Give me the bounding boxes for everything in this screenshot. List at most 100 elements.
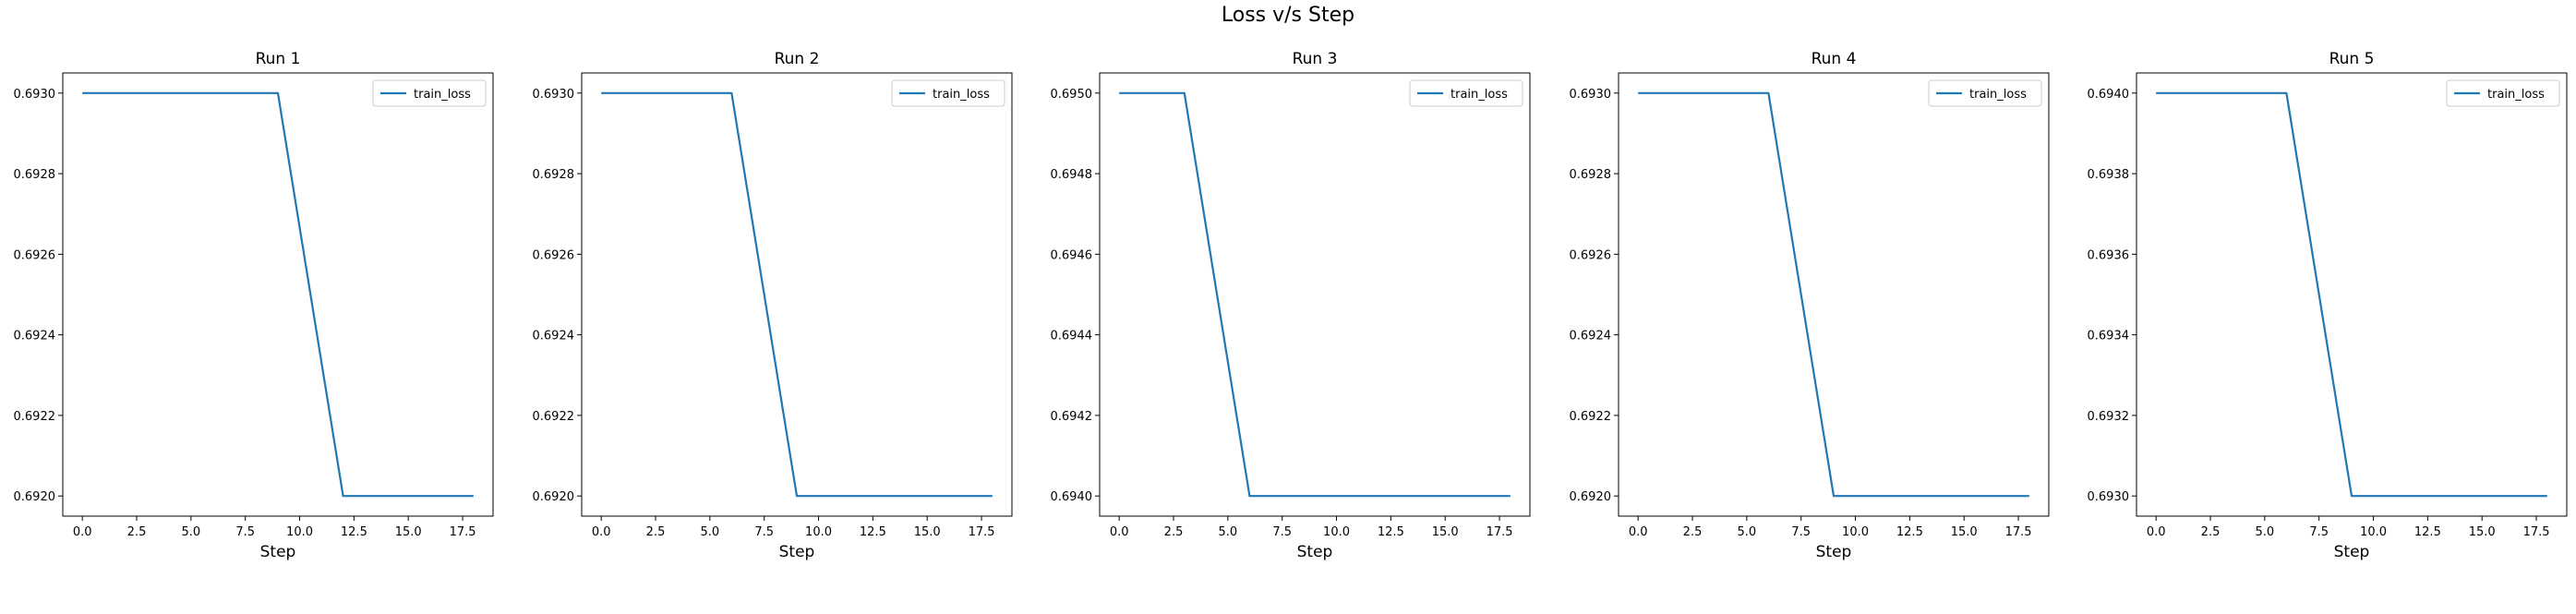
x-tick-label: 0.0 <box>1110 525 1129 539</box>
y-tick-label: 0.6926 <box>533 248 575 262</box>
legend: train_loss <box>372 79 487 107</box>
x-tick-label: 2.5 <box>1164 525 1184 539</box>
legend-label: train_loss <box>1969 88 2027 102</box>
y-tick-label: 0.6924 <box>14 330 56 343</box>
y-tick-label: 0.6926 <box>1570 248 1612 262</box>
x-tick-label: 0.0 <box>73 525 92 539</box>
legend: train_loss <box>891 79 1005 107</box>
y-tick-label: 0.6938 <box>2088 168 2130 182</box>
y-tick-label: 0.6922 <box>14 410 56 424</box>
legend-label: train_loss <box>2487 88 2545 102</box>
x-tick-label: 0.0 <box>2147 525 2166 539</box>
subplot-run-1: Run 1 0.0 2.5 5.0 7.5 10.0 12.5 15.0 17.5 0.6920 0… <box>14 50 494 561</box>
axes-frame <box>1618 72 2050 517</box>
x-tick-label: 12.5 <box>2414 525 2441 539</box>
legend-label: train_loss <box>933 88 990 102</box>
series-line-train_loss <box>601 91 993 498</box>
x-tick-label: 5.0 <box>1219 525 1238 539</box>
y-tick-label: 0.6930 <box>2088 490 2130 504</box>
x-tick-label: 10.0 <box>1323 525 1350 539</box>
y-tick-label: 0.6944 <box>1051 330 1093 343</box>
x-tick-label: 7.5 <box>2309 525 2329 539</box>
axes-frame <box>1099 72 1531 517</box>
legend-box <box>1409 79 1523 107</box>
subplot-run-4: Run 4 0.0 2.5 5.0 7.5 10.0 12.5 15.0 17.5 0.6920 0… <box>1570 50 2050 561</box>
y-tick-label: 0.6920 <box>533 490 575 504</box>
y-tick-label: 0.6922 <box>533 410 575 424</box>
x-tick-label: 12.5 <box>860 525 886 539</box>
y-tick-label: 0.6940 <box>2088 88 2130 102</box>
x-axis-label: Step <box>779 543 815 561</box>
x-tick-label: 17.5 <box>2523 525 2550 539</box>
subplot-title: Run 5 <box>2329 50 2375 68</box>
y-tick-label: 0.6936 <box>2088 248 2130 262</box>
x-axis-label: Step <box>1297 543 1333 561</box>
legend-box <box>372 79 487 107</box>
x-tick-label: 15.0 <box>395 525 422 539</box>
y-tick-label: 0.6928 <box>14 168 56 182</box>
y-tick-label: 0.6932 <box>2088 410 2130 424</box>
y-tick-label: 0.6928 <box>533 168 575 182</box>
subplot-run-3: Run 3 0.0 2.5 5.0 7.5 10.0 12.5 15.0 17.5 0.6940 0… <box>1051 50 1531 561</box>
y-tick-label: 0.6928 <box>1570 168 1612 182</box>
y-tick-label: 0.6920 <box>1570 490 1612 504</box>
x-tick-label: 7.5 <box>235 525 255 539</box>
series-line-train_loss <box>2156 91 2547 498</box>
subplot-run-2: Run 2 0.0 2.5 5.0 7.5 10.0 12.5 15.0 17.5 0.6920 0… <box>533 50 1013 561</box>
y-tick-label: 0.6930 <box>14 88 56 102</box>
x-tick-label: 5.0 <box>2256 525 2275 539</box>
subplot-title: Run 3 <box>1293 50 1338 68</box>
series-line-train_loss <box>82 91 474 498</box>
subplot-title: Run 2 <box>775 50 820 68</box>
axes-frame <box>62 72 494 517</box>
legend-label: train_loss <box>1451 88 1508 102</box>
y-tick-label: 0.6920 <box>14 490 56 504</box>
x-tick-label: 17.5 <box>1487 525 1513 539</box>
x-tick-label: 2.5 <box>127 525 147 539</box>
legend: train_loss <box>1928 79 2042 107</box>
x-tick-label: 2.5 <box>1683 525 1703 539</box>
x-tick-label: 5.0 <box>182 525 201 539</box>
legend-box <box>891 79 1005 107</box>
y-tick-label: 0.6948 <box>1051 168 1093 182</box>
x-tick-label: 12.5 <box>1378 525 1404 539</box>
x-tick-label: 0.0 <box>1629 525 1648 539</box>
x-tick-label: 10.0 <box>1842 525 1869 539</box>
x-tick-label: 15.0 <box>914 525 941 539</box>
x-tick-label: 15.0 <box>1951 525 1978 539</box>
legend: train_loss <box>1409 79 1523 107</box>
x-tick-label: 17.5 <box>450 525 476 539</box>
x-tick-label: 5.0 <box>1738 525 1757 539</box>
y-tick-label: 0.6950 <box>1051 88 1093 102</box>
y-tick-label: 0.6922 <box>1570 410 1612 424</box>
x-tick-label: 2.5 <box>646 525 666 539</box>
legend: train_loss <box>2446 79 2560 107</box>
subplot-title: Run 4 <box>1812 50 1857 68</box>
x-tick-label: 7.5 <box>754 525 774 539</box>
figure-title: Loss v/s Step <box>1221 4 1355 27</box>
y-tick-label: 0.6926 <box>14 248 56 262</box>
axes-frame <box>2136 72 2568 517</box>
x-tick-label: 17.5 <box>969 525 995 539</box>
subplot-title: Run 1 <box>256 50 301 68</box>
legend-label: train_loss <box>414 88 471 102</box>
y-tick-label: 0.6924 <box>1570 330 1612 343</box>
x-tick-label: 12.5 <box>1896 525 1923 539</box>
x-axis-label: Step <box>260 543 296 561</box>
x-axis-label: Step <box>1816 543 1852 561</box>
y-tick-label: 0.6946 <box>1051 248 1093 262</box>
x-tick-label: 5.0 <box>701 525 720 539</box>
series-line-train_loss <box>1119 91 1511 498</box>
axes-frame <box>581 72 1013 517</box>
x-tick-label: 10.0 <box>286 525 313 539</box>
x-tick-label: 0.0 <box>592 525 611 539</box>
legend-box <box>1928 79 2042 107</box>
y-tick-label: 0.6942 <box>1051 410 1093 424</box>
y-tick-label: 0.6924 <box>533 330 575 343</box>
y-tick-label: 0.6930 <box>533 88 575 102</box>
x-tick-label: 15.0 <box>2469 525 2496 539</box>
x-axis-label: Step <box>2334 543 2370 561</box>
series-line-train_loss <box>1638 91 2029 498</box>
x-tick-label: 7.5 <box>1272 525 1292 539</box>
